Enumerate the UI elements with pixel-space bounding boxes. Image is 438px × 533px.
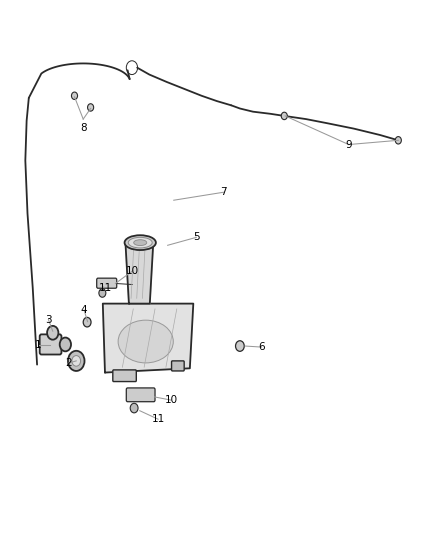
Text: 11: 11 xyxy=(99,282,112,293)
Text: 5: 5 xyxy=(193,232,200,243)
Ellipse shape xyxy=(118,320,173,363)
Circle shape xyxy=(99,289,106,297)
Circle shape xyxy=(83,317,91,327)
FancyBboxPatch shape xyxy=(126,388,155,402)
Text: 7: 7 xyxy=(220,187,226,197)
Circle shape xyxy=(281,112,287,119)
FancyBboxPatch shape xyxy=(97,278,117,288)
Circle shape xyxy=(68,351,85,371)
Text: 3: 3 xyxy=(45,314,52,325)
Text: 1: 1 xyxy=(35,340,42,350)
Ellipse shape xyxy=(124,235,156,250)
Ellipse shape xyxy=(128,237,152,248)
Text: 11: 11 xyxy=(152,414,165,424)
Text: 2: 2 xyxy=(66,358,72,368)
Polygon shape xyxy=(103,304,193,373)
FancyBboxPatch shape xyxy=(172,361,184,371)
Circle shape xyxy=(72,356,81,366)
Circle shape xyxy=(88,104,94,111)
Circle shape xyxy=(395,136,401,144)
Text: 10: 10 xyxy=(165,395,178,405)
Text: 10: 10 xyxy=(126,266,139,276)
Text: 6: 6 xyxy=(258,342,265,352)
Circle shape xyxy=(60,337,71,351)
FancyBboxPatch shape xyxy=(113,370,136,382)
Circle shape xyxy=(47,326,58,340)
Text: 8: 8 xyxy=(80,123,87,133)
Circle shape xyxy=(71,92,78,100)
Circle shape xyxy=(130,403,138,413)
FancyBboxPatch shape xyxy=(40,334,61,354)
Text: 4: 4 xyxy=(81,305,88,315)
Polygon shape xyxy=(125,243,153,304)
Text: 9: 9 xyxy=(346,140,352,150)
Ellipse shape xyxy=(134,240,147,246)
Circle shape xyxy=(236,341,244,351)
